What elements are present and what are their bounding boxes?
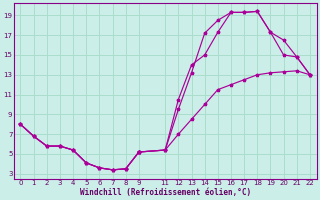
- X-axis label: Windchill (Refroidissement éolien,°C): Windchill (Refroidissement éolien,°C): [80, 188, 251, 197]
